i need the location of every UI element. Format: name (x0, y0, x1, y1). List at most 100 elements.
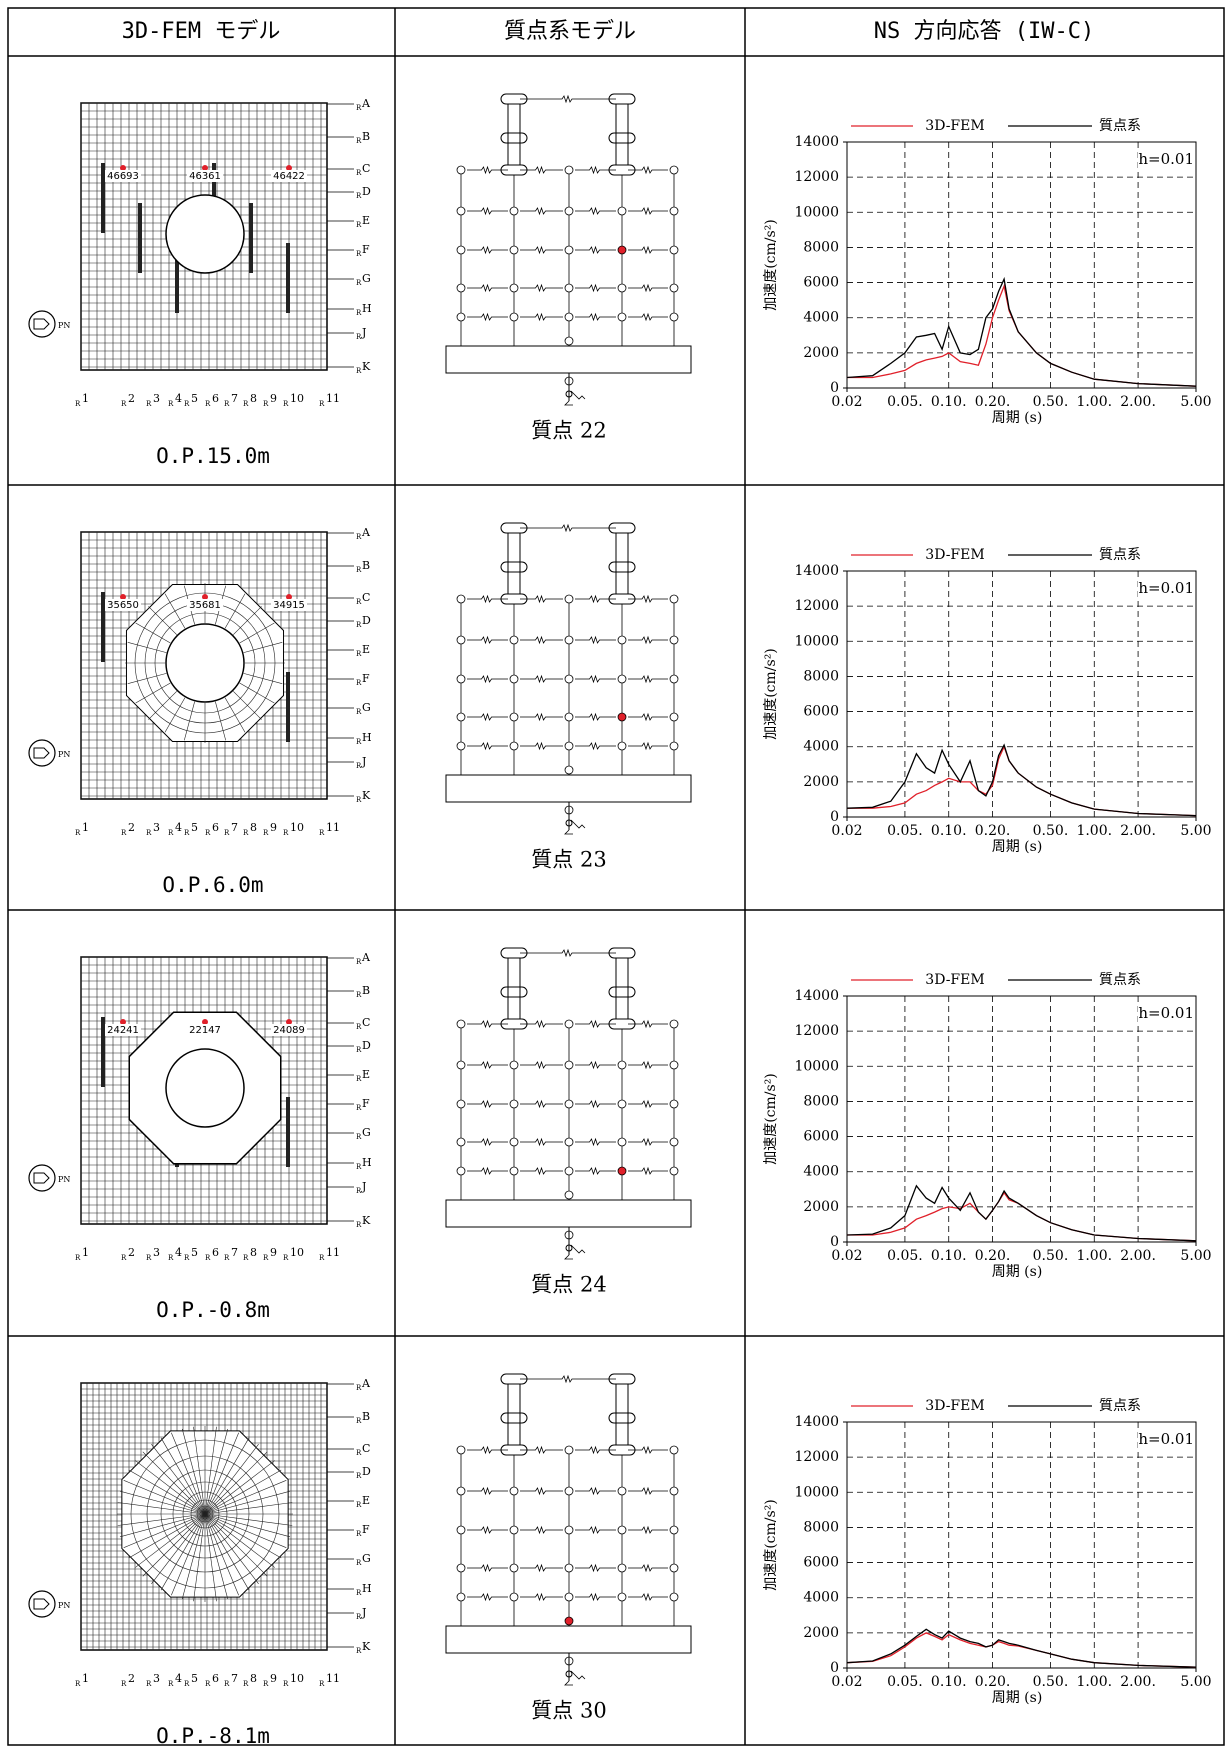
grid-prefix: R (263, 1680, 269, 1688)
x-tick-label: 0.02 (831, 394, 862, 410)
mass-node (564, 1525, 574, 1535)
mass-node (456, 594, 466, 604)
mass-node (456, 1445, 466, 1455)
spring (575, 283, 616, 293)
grid-prefix: R (121, 1254, 127, 1262)
grid-prefix: R (356, 1613, 362, 1621)
grid-col-label: 2 (128, 821, 135, 834)
mesh-wall (101, 163, 105, 233)
grid-prefix: R (356, 1472, 362, 1480)
spring (520, 948, 616, 958)
mass-node (456, 245, 466, 255)
y-tick-label: 12000 (794, 1023, 839, 1039)
legend-label: 3D-FEM (925, 1398, 984, 1414)
spring (628, 283, 668, 293)
spring (628, 1060, 668, 1070)
mass-node (669, 206, 679, 216)
x-tick-label: 0.05. (887, 394, 923, 410)
mass-node (564, 206, 574, 216)
fem-node-box (271, 1024, 307, 1036)
grid-col-label: 6 (212, 1672, 219, 1685)
y-tick-label: 0 (830, 380, 839, 396)
x-tick-label: 1.00. (1076, 823, 1112, 839)
legend-label: 質点系 (1099, 547, 1141, 563)
mass-node (456, 1060, 466, 1070)
grid-row-label: H (362, 1582, 372, 1595)
grid-row-label: E (362, 214, 370, 227)
y-tick-label: 6000 (803, 275, 839, 291)
grid-prefix: R (263, 1254, 269, 1262)
mesh-opening (165, 623, 245, 703)
mesh-wall (286, 1097, 290, 1167)
north-arrow (33, 1172, 50, 1184)
grid-prefix: R (168, 1680, 174, 1688)
grid-prefix: R (356, 333, 362, 341)
model-base (445, 774, 692, 803)
grid-col-label: 3 (153, 1246, 160, 1259)
grid-col-label: 10 (290, 821, 304, 834)
spring (520, 1019, 563, 1029)
grid-col-label: 2 (128, 1672, 135, 1685)
x-tick-label: 0.05. (887, 1248, 923, 1264)
spring (628, 1592, 668, 1602)
x-tick-label: 0.02 (831, 1248, 862, 1264)
grid-row-label: B (362, 1410, 370, 1423)
spring (575, 1099, 616, 1109)
grid-prefix: R (356, 1023, 362, 1031)
spring (467, 165, 508, 175)
y-tick-label: 8000 (803, 668, 839, 684)
grid-col-label: 10 (290, 392, 304, 405)
spring (575, 206, 616, 216)
grid-col-label: 11 (326, 1672, 340, 1685)
fem-node-box (105, 1024, 141, 1036)
tower-mass (608, 561, 636, 573)
north-arrow (33, 1598, 50, 1610)
plot-frame (846, 570, 1197, 818)
mass-node (617, 1099, 627, 1109)
spring (520, 1060, 563, 1070)
annotation-bg (1138, 148, 1194, 170)
y-axis-label: 加速度(cm/s²) (763, 1073, 779, 1165)
spring (467, 206, 508, 216)
fem-node (120, 1019, 126, 1025)
y-tick-label: 10000 (794, 1058, 839, 1074)
spring (628, 741, 668, 751)
fem-node (286, 594, 292, 600)
mass-point-label: 質点 22 (531, 419, 606, 443)
mass-node (456, 1563, 466, 1573)
legend-label: 質点系 (1099, 1398, 1141, 1414)
grid-prefix: R (146, 1254, 152, 1262)
grid-row-label: K (362, 1214, 371, 1227)
y-tick-label: 0 (830, 1660, 839, 1676)
x-tick-label: 5.00 (1180, 1248, 1211, 1264)
mass-node (669, 283, 679, 293)
y-tick-label: 6000 (803, 704, 839, 720)
fem-node-box (271, 170, 307, 182)
grid-prefix: R (356, 762, 362, 770)
grid-row-label: B (362, 559, 370, 572)
fem-node (202, 594, 208, 600)
mass-node (564, 1592, 574, 1602)
annotation-bg (1138, 1428, 1194, 1450)
fem-node-box (187, 170, 223, 182)
spring (467, 283, 508, 293)
elevation-label: O.P.-0.8m (156, 1298, 270, 1322)
fem-node-label: 46361 (189, 171, 221, 182)
y-tick-label: 12000 (794, 1449, 839, 1465)
spring (520, 741, 563, 751)
fem-mesh (80, 531, 328, 800)
grid-row-label: H (362, 302, 372, 315)
mass-node (669, 1592, 679, 1602)
mesh-ring (190, 1499, 220, 1529)
mass-node (669, 741, 679, 751)
grid-prefix: R (356, 367, 362, 375)
grid-prefix: R (356, 1647, 362, 1655)
mass-node (669, 1099, 679, 1109)
spring (628, 312, 668, 322)
mass-node (669, 712, 679, 722)
mass-node (509, 1592, 519, 1602)
grid-col-label: 1 (82, 821, 89, 834)
mass-node (669, 1137, 679, 1147)
mass-node (564, 594, 574, 604)
north-arrow (33, 318, 50, 330)
